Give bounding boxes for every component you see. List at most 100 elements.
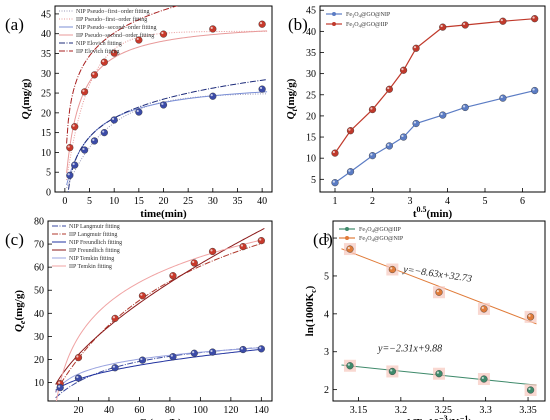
data-point-highlight [102,130,105,133]
x-tick-label: 6 [520,196,525,207]
data-point-highlight [112,365,116,368]
legend-label: Fe3O4@GO@NIP [346,12,391,19]
data-point [111,314,119,322]
y-tick-label: 30 [41,69,51,80]
data-point-highlight [390,369,393,372]
data-point [531,86,539,95]
data-point [66,171,74,179]
data-point [239,243,247,251]
legend-marker [332,22,336,26]
data-point [208,348,217,356]
legend-label: IIP Langmuir fitting [69,231,117,238]
point-group [331,86,539,187]
x-tick-label: 120 [223,405,238,416]
data-point-highlight [528,314,531,317]
data-point [80,146,89,154]
data-point-highlight [332,180,335,183]
x-tick-label: 40 [257,196,267,207]
data-point [159,30,168,38]
legend-label: Fe3O4@GO@IIP [359,227,402,234]
legend-label: NIP Langmuir fitting [69,223,120,230]
y-tick-label: 70 [34,240,44,251]
panel-c: 204060801001201401020304050607080Ce(mg/L… [5,217,273,420]
legend-label: NIP Pseudo−first−order fitting [76,8,150,15]
data-point [461,21,469,29]
data-point [111,364,119,372]
y-tick-label: 25 [41,89,51,100]
data-point-highlight [387,87,390,90]
x-tick-label: 60 [134,405,144,416]
equation-iip: y=−2.31x+9.88 [377,344,442,355]
data-point-highlight [67,173,70,176]
fit-curve [55,346,265,393]
y-tick-label: 40 [41,29,51,40]
data-point [100,58,108,66]
data-point [209,25,217,33]
legend-label: Fe3O4@GO@IIP [346,22,389,29]
y-axis-label: Qe(mg/g) [13,290,27,332]
data-point [258,85,266,93]
panel-label: (c) [5,230,24,249]
data-point-highlight [440,112,443,116]
y-tick-label: 6 [324,234,329,245]
data-point [531,15,539,23]
y-tick-label: 10 [41,148,51,159]
fit-curve [55,238,265,401]
data-point [110,116,118,124]
x-tick-label: 100 [193,405,208,416]
data-point-highlight [413,121,417,124]
y-tick-label: 4 [324,309,329,320]
x-tick-label: 3.3 [479,405,492,416]
panel-a: 0 5 10 15 20 25 30 35 40 0 5 10 15 20 25 30 35 40 45 time(m… [5,5,273,220]
data-point-highlight [532,88,535,91]
data-point-highlight [210,349,213,353]
data-point-highlight [111,117,115,120]
x-tick-label: 40 [104,405,114,416]
y-tick-label: 5 [324,271,329,282]
data-point-highlight [76,375,79,379]
x-axis-label: t0.5(min) [413,205,453,220]
y-axis-label: ln(1000Kc) [304,285,318,336]
legend-label: IIP Pseudo−first−order fitting [76,16,147,23]
data-point-highlight [259,22,263,25]
y-tick-label: 80 [34,217,44,228]
data-point-highlight [401,134,404,138]
data-point-highlight [528,387,531,391]
data-point-highlight [72,162,75,166]
y-tick-label: 30 [34,332,44,343]
panel-b: 1 2 3 4 5 651015202530354045t0.5(min)Qt(mg/g)… [285,5,546,220]
data-point [499,17,507,25]
fit-curve [67,79,268,192]
point-group [66,20,266,152]
legend-label: IIP Freundlich fitting [69,247,120,254]
legend: Fe3O4@GO@IIP Fe3O4@GO@NIP [339,227,404,243]
y-tick-label: 20 [306,111,316,122]
data-point-highlight [210,249,213,252]
data-point-highlight [436,371,439,374]
data-point [346,168,355,176]
x-tick-label: 0 [62,196,67,207]
data-point [66,144,74,152]
data-point [190,349,198,357]
plot-area [55,227,265,401]
data-point [80,88,89,96]
data-point-highlight [413,46,417,49]
data-point [239,345,247,354]
legend-label: NIP Pseudo−second−order fitting [76,24,157,31]
data-point [74,374,83,382]
y-tick-label: 25 [306,90,316,101]
data-point-highlight [259,346,262,349]
data-point-highlight [481,376,484,380]
data-point-highlight [72,124,75,127]
data-point [385,142,393,150]
data-point [71,161,79,169]
data-point-highlight [240,347,244,350]
data-point-highlight [500,19,503,22]
data-point [100,129,108,137]
data-point [331,149,339,157]
data-point-highlight [463,22,466,26]
legend-marker [345,227,349,231]
data-point-highlight [192,260,195,263]
data-point-highlight [532,16,535,19]
